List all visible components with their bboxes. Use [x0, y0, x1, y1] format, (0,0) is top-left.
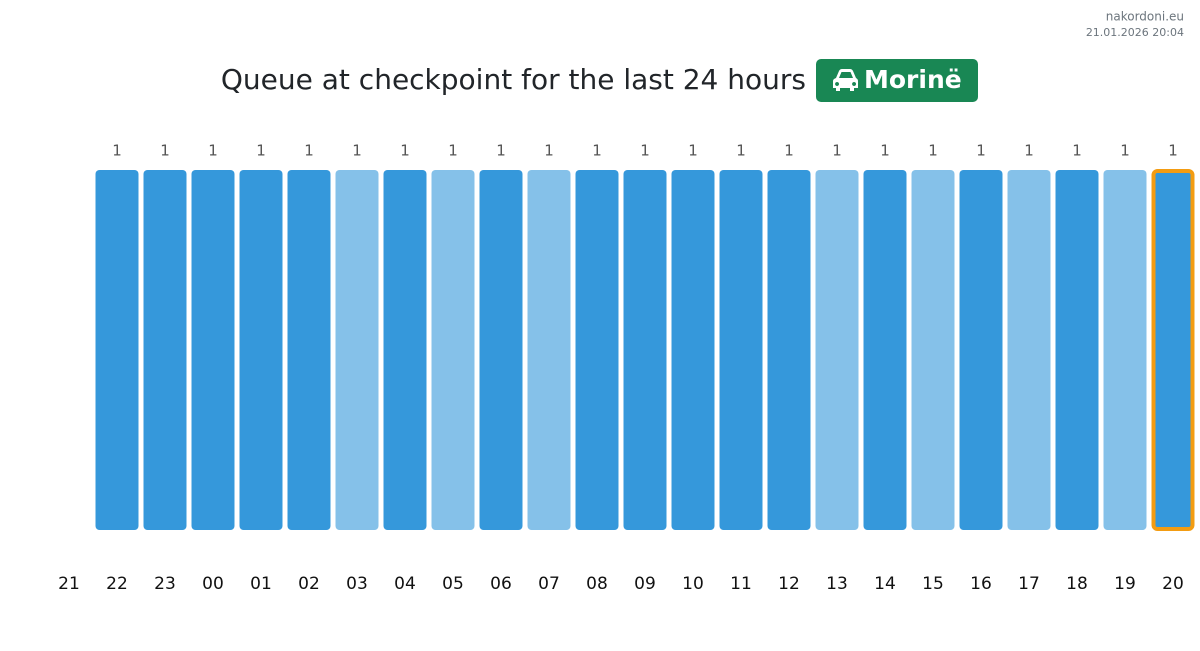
bar: [383, 170, 427, 530]
value-label: 1: [1168, 142, 1178, 160]
car-icon: [833, 69, 858, 91]
x-tick-label: 14: [874, 574, 896, 594]
value-label: 1: [256, 142, 266, 160]
value-label: 1: [736, 142, 746, 160]
bar: [191, 170, 235, 530]
value-label: 1: [1024, 142, 1034, 160]
value-label: 1: [400, 142, 410, 160]
x-tick-label: 18: [1066, 574, 1088, 594]
x-tick-label: 05: [442, 574, 464, 594]
bar: [1103, 170, 1147, 530]
value-label: 1: [832, 142, 842, 160]
bar: [479, 170, 523, 530]
value-label: 1: [496, 142, 506, 160]
x-tick-label: 06: [490, 574, 512, 594]
timestamp: 21.01.2026 20:04: [1086, 26, 1184, 39]
value-label: 1: [1120, 142, 1130, 160]
value-label: 1: [976, 142, 986, 160]
x-tick-label: 15: [922, 574, 944, 594]
chart-title: Queue at checkpoint for the last 24 hour…: [221, 63, 806, 96]
x-tick-label: 01: [250, 574, 272, 594]
bar: [959, 170, 1003, 530]
value-label: 1: [880, 142, 890, 160]
bar: [623, 170, 667, 530]
x-tick-label: 11: [730, 574, 752, 594]
bar: [767, 170, 811, 530]
bar: [431, 170, 475, 530]
bar: [911, 170, 955, 530]
bar: [575, 170, 619, 530]
x-tick-label: 21: [58, 574, 80, 594]
x-tick-label: 12: [778, 574, 800, 594]
bar: [671, 170, 715, 530]
bar: [335, 170, 379, 530]
x-tick-label: 07: [538, 574, 560, 594]
bar: [143, 170, 187, 530]
site: nakordoni.eu: [1106, 10, 1184, 24]
badge-bg: [816, 59, 978, 102]
bar: [1151, 169, 1195, 531]
x-tick-label: 10: [682, 574, 704, 594]
x-tick-label: 20: [1162, 574, 1184, 594]
value-label: 1: [592, 142, 602, 160]
bar: [239, 170, 283, 530]
value-label: 1: [160, 142, 170, 160]
value-label: 1: [208, 142, 218, 160]
x-tick-label: 19: [1114, 574, 1136, 594]
value-label: 1: [304, 142, 314, 160]
x-tick-label: 16: [970, 574, 992, 594]
value-label: 1: [1072, 142, 1082, 160]
value-label: 1: [688, 142, 698, 160]
x-tick-label: 02: [298, 574, 320, 594]
value-label: 1: [928, 142, 938, 160]
value-label: 1: [352, 142, 362, 160]
value-label: 1: [112, 142, 122, 160]
x-tick-label: 04: [394, 574, 416, 594]
bar: [1007, 170, 1051, 530]
x-tick-label: 08: [586, 574, 608, 594]
value-label: 1: [448, 142, 458, 160]
value-label: 1: [640, 142, 650, 160]
x-tick-label: 23: [154, 574, 176, 594]
bar: [95, 170, 139, 530]
bar: [863, 170, 907, 530]
bar: [719, 170, 763, 530]
x-tick-label: 03: [346, 574, 368, 594]
value-label: 1: [784, 142, 794, 160]
badge-label: Morinë: [864, 65, 962, 94]
x-tick-label: 22: [106, 574, 128, 594]
bar: [1055, 170, 1099, 530]
bar: [815, 170, 859, 530]
x-tick-label: 13: [826, 574, 848, 594]
x-tick-label: 09: [634, 574, 656, 594]
value-label: 1: [544, 142, 554, 160]
x-tick-label: 00: [202, 574, 224, 594]
x-tick-label: 17: [1018, 574, 1040, 594]
bar: [287, 170, 331, 530]
bar: [527, 170, 571, 530]
